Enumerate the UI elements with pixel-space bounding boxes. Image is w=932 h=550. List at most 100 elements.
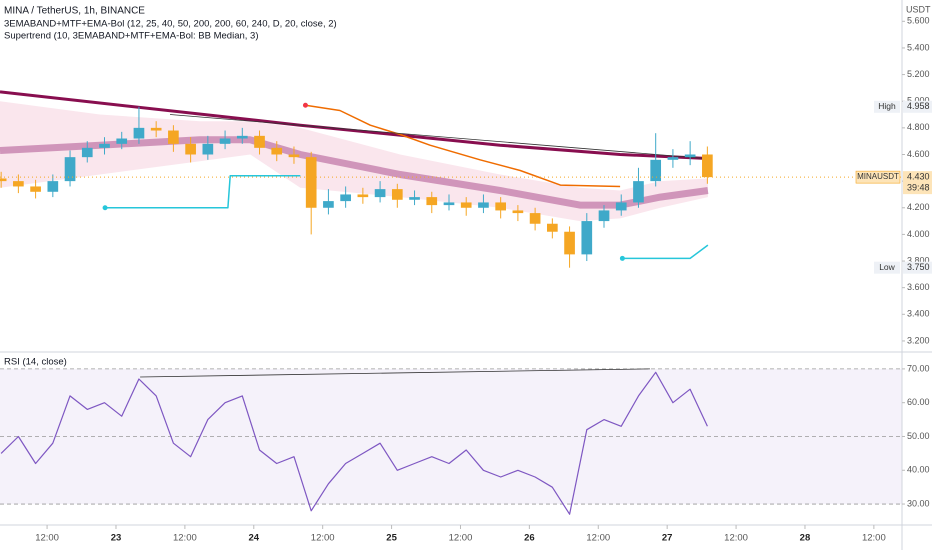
candle-body — [254, 135, 265, 148]
candle-body — [323, 201, 334, 208]
x-tick-label: 27 — [662, 533, 673, 544]
y-tick-label: 3.200 — [907, 335, 930, 345]
candle-body — [495, 202, 507, 211]
candle-body — [478, 202, 489, 208]
indicator-label: 3EMABAND+MTF+EMA-Bol (12, 25, 40, 50, 20… — [4, 19, 337, 30]
x-tick-label: 12:00 — [862, 533, 886, 544]
y-tick-label: 3.600 — [907, 282, 930, 292]
candle-body — [202, 143, 214, 155]
x-tick-label: 26 — [524, 533, 535, 544]
indicator-label: Supertrend (10, 3EMABAND+MTF+EMA-Bol: BB… — [4, 31, 259, 42]
x-tick-label: 25 — [386, 533, 397, 544]
candle-body — [219, 138, 231, 144]
trendline — [169, 114, 706, 159]
indicator-line — [105, 175, 301, 209]
currency-label: USDT — [906, 4, 931, 14]
y-tick-label: 5.400 — [907, 42, 930, 52]
marker-name: High — [878, 101, 896, 111]
rsi-line — [0, 371, 708, 515]
candle-body — [512, 210, 524, 214]
candle-body — [650, 159, 662, 182]
marker-value-box — [903, 261, 932, 274]
y-tick-label: 50.00 — [907, 431, 930, 441]
x-tick-label: 12:00 — [173, 533, 197, 544]
candle-body — [667, 157, 679, 160]
candle-body — [443, 202, 455, 206]
x-tick-label: 12:00 — [35, 533, 59, 544]
supertrend-start — [619, 255, 625, 261]
candle-body — [581, 221, 593, 255]
trendline — [140, 368, 650, 378]
x-tick-label: 28 — [800, 533, 811, 544]
supertrend-start — [102, 205, 108, 211]
indicator-line — [622, 244, 709, 260]
x-tick-label: 24 — [248, 533, 259, 544]
candle-body — [615, 202, 627, 211]
candle-body — [64, 157, 76, 182]
y-tick-label: 5.000 — [907, 96, 930, 106]
candle-body — [426, 197, 438, 206]
x-tick-label: 12:00 — [724, 533, 748, 544]
marker-value: 3.750 — [907, 262, 930, 272]
candle-body — [357, 194, 369, 198]
candle-body — [460, 202, 472, 208]
candle-body — [30, 186, 41, 192]
candle-body — [305, 157, 317, 208]
candle-body — [374, 189, 386, 198]
y-tick-label: 5.200 — [907, 69, 930, 79]
candle-body — [271, 147, 283, 155]
y-tick-label: 5.600 — [907, 16, 930, 26]
candle-body — [236, 135, 248, 139]
x-tick-label: 12:00 — [311, 533, 335, 544]
plot-layer — [0, 90, 902, 515]
chart-title: MINA / TetherUS, 1h, BINANCE — [4, 6, 145, 17]
candle-body — [150, 127, 162, 131]
y-tick-label: 3.800 — [907, 255, 930, 265]
y-tick-label: 4.000 — [907, 229, 930, 239]
x-tick-label: 23 — [111, 533, 122, 544]
candle-body — [288, 154, 300, 158]
candle-body — [340, 194, 351, 202]
y-tick-label: 30.00 — [907, 498, 930, 508]
candle-body — [598, 210, 610, 222]
rsi-title: RSI (14, close) — [4, 357, 67, 368]
candle-body — [633, 181, 644, 203]
y-tick-label: 3.400 — [907, 309, 930, 319]
marker-name-box — [874, 100, 900, 113]
last-symbol: MINAUSDT — [857, 172, 899, 181]
last-price-box — [903, 171, 932, 195]
candle-body — [47, 181, 59, 192]
candle-body — [168, 130, 179, 144]
x-tick-label: 12:00 — [449, 533, 473, 544]
candle-body — [702, 154, 713, 178]
last-price-label: 4.430 — [907, 172, 930, 182]
candle-body — [546, 223, 558, 232]
y-tick-label: 4.200 — [907, 202, 930, 212]
marker-name-box — [874, 261, 900, 274]
y-tick-label: 40.00 — [907, 465, 930, 475]
marker-value: 4.958 — [907, 101, 930, 111]
y-tick-label: 4.600 — [907, 149, 930, 159]
candle-body — [116, 138, 128, 144]
candle-body — [133, 127, 145, 139]
marker-value-box — [903, 100, 932, 113]
supertrend-start — [302, 102, 308, 108]
indicator-line — [0, 90, 708, 160]
candle-body — [99, 143, 110, 148]
marker-name: Low — [879, 262, 895, 272]
candle-body — [564, 231, 575, 255]
y-tick-label: 70.00 — [907, 363, 930, 373]
countdown: 39:48 — [907, 183, 930, 193]
candle-body — [391, 189, 403, 200]
candle-body — [0, 178, 7, 182]
candle-body — [684, 154, 696, 158]
y-tick-label: 4.800 — [907, 122, 930, 132]
last-symbol-box — [855, 170, 901, 184]
candle-body — [409, 197, 420, 200]
y-tick-label: 60.00 — [907, 397, 930, 407]
candle-body — [81, 147, 93, 158]
candle-body — [13, 181, 24, 187]
